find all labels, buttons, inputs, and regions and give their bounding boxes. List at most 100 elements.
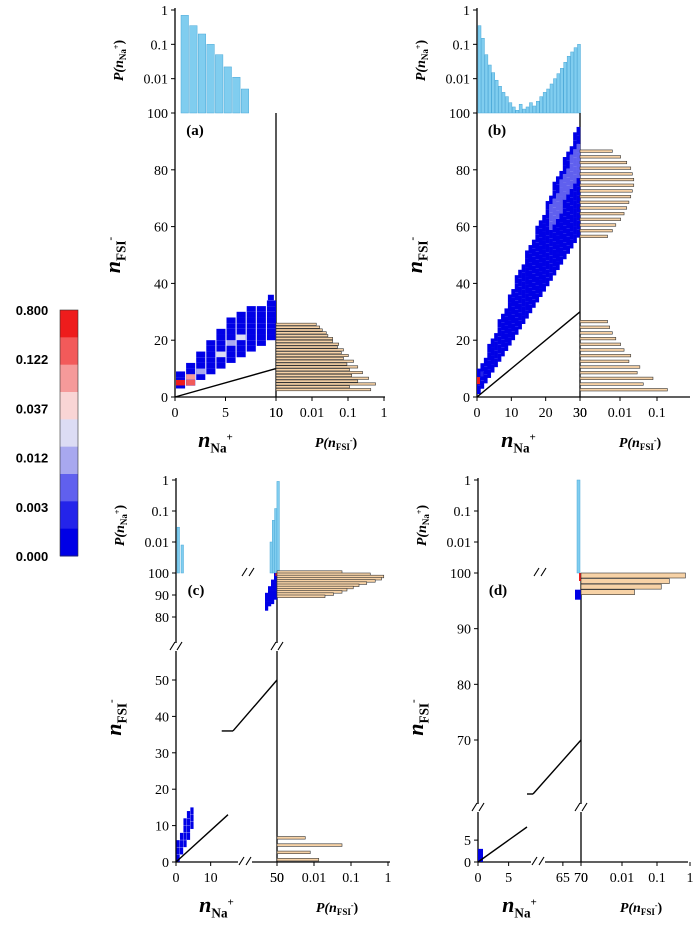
heatmap-cell bbox=[559, 196, 564, 205]
heatmap-cell bbox=[576, 169, 581, 179]
right-hist-bar bbox=[275, 376, 369, 380]
main-xlabel: nNa+ bbox=[198, 427, 233, 456]
x-tick-label: 0 bbox=[172, 406, 179, 421]
heatmap-cell bbox=[256, 306, 266, 312]
top-hist-ylabel: P(nNa+) bbox=[414, 40, 430, 82]
heatmap-cell bbox=[542, 249, 546, 258]
heatmap-cell bbox=[518, 286, 522, 296]
colorbar-segment bbox=[60, 474, 78, 502]
heatmap-cell bbox=[487, 343, 492, 353]
top-hist-bar bbox=[508, 102, 513, 114]
heatmap-cell bbox=[196, 357, 206, 363]
heatmap-cell bbox=[569, 188, 574, 198]
right-hist-bar bbox=[579, 195, 632, 199]
heatmap-cell bbox=[490, 355, 495, 365]
main-ylabel: nFSI- bbox=[402, 236, 431, 273]
heatmap-cell bbox=[535, 293, 540, 303]
heatmap-cell bbox=[226, 334, 236, 341]
heatmap-cell bbox=[511, 314, 516, 324]
heatmap-cell bbox=[268, 588, 272, 591]
neutrality-line bbox=[232, 679, 278, 732]
top-hist-bar bbox=[573, 47, 578, 114]
y-tick-label: 100 bbox=[450, 567, 471, 582]
heatmap-cell bbox=[545, 235, 550, 244]
y-tick-label: 60 bbox=[456, 221, 470, 236]
heatmap-cell bbox=[501, 330, 505, 340]
heatmap-cell bbox=[216, 362, 226, 369]
colorbar-segment bbox=[60, 392, 78, 420]
heatmap-cell bbox=[274, 592, 278, 596]
x-tick-label: 10 bbox=[204, 871, 218, 886]
axis-break-mark bbox=[478, 802, 485, 812]
heatmap-cell bbox=[525, 258, 529, 268]
top-hist-bar bbox=[491, 72, 495, 114]
axis-break-mark bbox=[531, 856, 538, 866]
top-hist-bar bbox=[481, 38, 485, 114]
heatmap-cell bbox=[562, 250, 567, 260]
heatmap-cell bbox=[528, 245, 533, 254]
axis-break-mark bbox=[533, 567, 540, 577]
heatmap-cell bbox=[256, 340, 266, 346]
y-tick-label: 20 bbox=[155, 783, 169, 798]
heatmap-cell bbox=[186, 368, 196, 375]
heatmap-cell bbox=[216, 345, 226, 352]
heatmap-cell bbox=[573, 132, 577, 141]
colorbar-label: 0.003 bbox=[16, 500, 49, 515]
heatmap-cell bbox=[518, 312, 522, 321]
heatmap-cell bbox=[256, 334, 266, 341]
heatmap-cell bbox=[256, 328, 266, 335]
right-hist-bar bbox=[275, 328, 323, 332]
heatmap-cell bbox=[236, 340, 246, 346]
heatmap-cell bbox=[179, 847, 184, 855]
heatmap-cell bbox=[569, 171, 574, 181]
top-hist-tick-label: 0.01 bbox=[446, 73, 471, 88]
heatmap-cell bbox=[186, 825, 191, 833]
heatmap-cell bbox=[246, 317, 256, 324]
top-hist-bar bbox=[546, 88, 550, 114]
top-hist-bar bbox=[549, 83, 554, 114]
heatmap-cell bbox=[559, 187, 564, 197]
main-ylabel: nFSI- bbox=[101, 699, 130, 736]
axis-break-mark bbox=[574, 802, 581, 812]
heatmap-cell bbox=[531, 299, 536, 308]
heatmap-cell bbox=[562, 199, 567, 209]
heatmap-cell bbox=[579, 573, 581, 581]
heatmap-cell bbox=[531, 273, 536, 283]
heatmap-cell bbox=[549, 238, 553, 247]
heatmap-cell bbox=[186, 818, 191, 826]
heatmap-cell bbox=[514, 309, 519, 318]
right-hist-bar bbox=[579, 189, 633, 193]
top-hist-bar bbox=[501, 92, 506, 114]
heatmap-cell bbox=[552, 224, 557, 233]
right-hist-bar bbox=[275, 356, 344, 360]
heatmap-cell bbox=[196, 374, 206, 380]
heatmap-cell bbox=[552, 190, 557, 199]
axis-break-gap bbox=[531, 858, 545, 866]
heatmap-cell bbox=[562, 208, 567, 217]
x-tick-label: 5 bbox=[222, 406, 229, 421]
heatmap-cell bbox=[528, 262, 533, 271]
heatmap-cell bbox=[514, 283, 519, 293]
heatmap-cell bbox=[569, 180, 574, 189]
right-hist-bar bbox=[579, 155, 621, 159]
heatmap-cell bbox=[507, 320, 512, 329]
heatmap-cell bbox=[535, 268, 540, 277]
right-hist-bar bbox=[579, 382, 644, 386]
heatmap-cell bbox=[545, 243, 550, 253]
heatmap-cell bbox=[562, 191, 567, 200]
heatmap-cell bbox=[480, 380, 485, 389]
top-hist-ylabel: P(nNa+) bbox=[113, 505, 129, 547]
heatmap-cell bbox=[562, 182, 567, 192]
heatmap-cell bbox=[535, 225, 540, 235]
heatmap-cell bbox=[256, 311, 266, 318]
heatmap-cell bbox=[531, 265, 536, 274]
heatmap-cell bbox=[566, 245, 570, 254]
heatmap-cell bbox=[566, 202, 570, 212]
right-hist-bar bbox=[579, 217, 621, 221]
heatmap-cell bbox=[535, 251, 540, 260]
heatmap-cell bbox=[573, 208, 577, 218]
right-hist-tick-label: 0.01 bbox=[302, 871, 327, 886]
colorbar-segment bbox=[60, 446, 78, 475]
heatmap-cell bbox=[542, 266, 546, 275]
heatmap-cell bbox=[566, 185, 570, 195]
